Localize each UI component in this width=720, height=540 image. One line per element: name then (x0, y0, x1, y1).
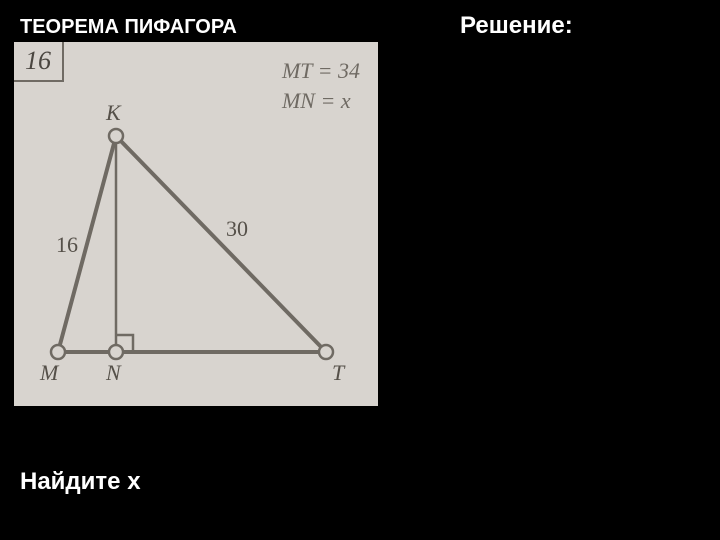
vertex-t (319, 345, 333, 359)
title-left: ТЕОРЕМА ПИФАГОРА (20, 16, 237, 39)
edge-kt (116, 136, 326, 352)
label-n: N (105, 360, 122, 385)
edge-label-kt: 30 (226, 216, 248, 241)
slide: ТЕОРЕМА ПИФАГОРА Решение: 16 MT = 34 MN … (0, 0, 720, 540)
title-right: Решение: (460, 12, 573, 40)
triangle-diagram: K M N T 16 30 (14, 42, 378, 406)
edge-label-mk: 16 (56, 232, 78, 257)
vertex-m (51, 345, 65, 359)
task-text: Найдите х (20, 468, 141, 496)
label-t: T (332, 360, 346, 385)
figure-box: 16 MT = 34 MN = x K M N T 16 (14, 42, 378, 406)
vertex-n (109, 345, 123, 359)
label-m: M (39, 360, 60, 385)
vertex-k (109, 129, 123, 143)
label-k: K (105, 100, 122, 125)
